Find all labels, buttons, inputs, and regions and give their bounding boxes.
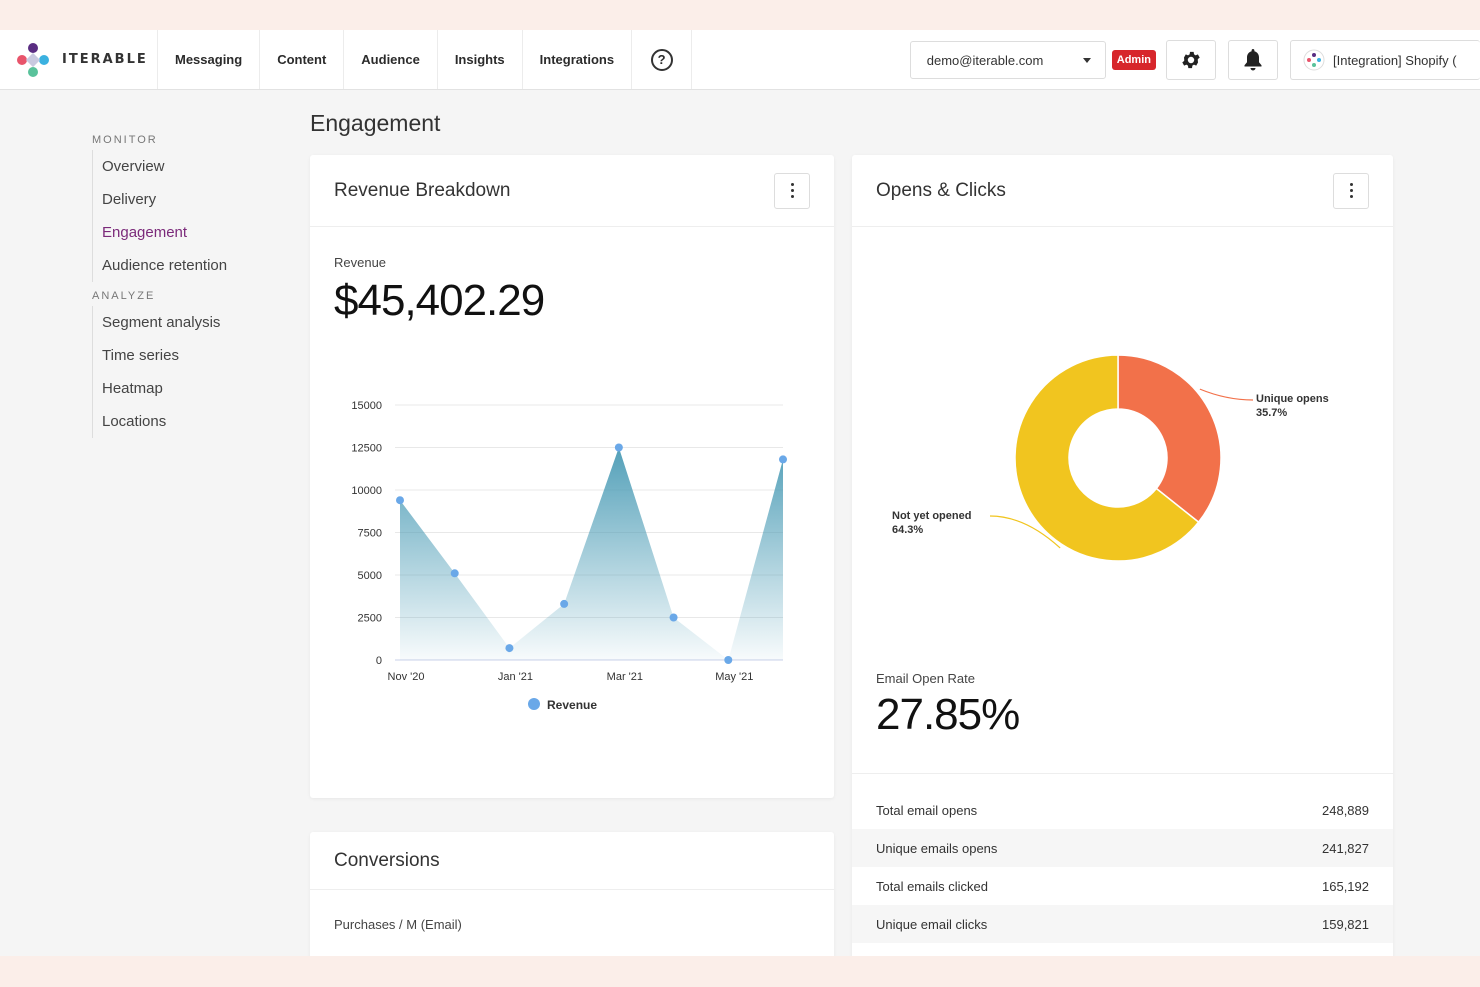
nav-right: demo@iterable.com Admin [909, 30, 1480, 90]
app-window: ITERABLE Messaging Content Audience Insi… [0, 30, 1480, 956]
stat-label: Total emails clicked [876, 878, 988, 894]
x-tick-label: Jan '21 [498, 671, 533, 683]
conversions-card: Conversions Purchases / M (Email) [310, 832, 834, 956]
gear-icon [1182, 51, 1200, 69]
donut-slice[interactable] [1117, 354, 1222, 524]
opens-clicks-card: Opens & Clicks Unique opens 35.7% Not yet … [852, 155, 1393, 956]
revenue-point[interactable] [560, 599, 569, 608]
stat-value: 165,192 [1322, 878, 1369, 894]
top-nav: ITERABLE Messaging Content Audience Insi… [0, 30, 1480, 90]
conversions-card-title: Conversions [334, 849, 440, 871]
sidebar-item-engagement[interactable]: Engagement [102, 224, 188, 241]
chevron-down-icon [1082, 57, 1091, 63]
slice-value-label: 35.7% [1256, 407, 1287, 419]
stats-row-unique-opens: Unique emails opens 241,827 [852, 829, 1393, 867]
sidebar-item-audience-retention[interactable]: Audience retention [102, 257, 228, 274]
nav-content[interactable]: Content [260, 30, 345, 89]
y-tick-label: 0 [376, 655, 382, 667]
revenue-point[interactable] [396, 496, 404, 505]
revenue-card-header: Revenue Breakdown [310, 155, 834, 227]
help-button[interactable]: ? [632, 30, 693, 89]
revenue-point[interactable] [779, 455, 787, 464]
revenue-point[interactable] [505, 644, 514, 653]
opens-stats-table: Total email opens 248,889 Unique emails … [852, 773, 1393, 943]
legend-swatch [528, 698, 540, 710]
stats-row-total-opens: Total email opens 248,889 [852, 791, 1393, 829]
slice-label: Unique opens [1256, 393, 1329, 405]
stat-label: Total email opens [876, 802, 978, 818]
y-tick-label: 5000 [358, 570, 382, 582]
x-tick-label: Nov '20 [388, 671, 425, 683]
revenue-point[interactable] [614, 443, 623, 452]
stats-row-unique-clicks: Unique email clicks 159,821 [852, 905, 1393, 943]
x-tick-label: May '21 [715, 671, 753, 683]
brand[interactable]: ITERABLE [0, 30, 158, 89]
nav-messaging[interactable]: Messaging [158, 30, 261, 89]
purchases-label: Purchases / M (Email) [334, 917, 462, 932]
sidebar-group-monitor: Overview Delivery Engagement Audience re… [92, 150, 292, 282]
opens-card-title: Opens & Clicks [876, 179, 1006, 201]
opens-donut-chart: Unique opens 35.7% Not yet opened 64.3% [892, 354, 1329, 562]
revenue-card-title: Revenue Breakdown [334, 179, 511, 201]
admin-badge: Admin [1111, 50, 1156, 70]
open-rate-value: 27.85% [876, 690, 1020, 739]
page-title: Engagement [310, 110, 441, 136]
y-tick-label: 15000 [351, 400, 382, 412]
project-select[interactable]: [Integration] Shopify ( [1290, 40, 1480, 80]
nav-audience[interactable]: Audience [344, 30, 438, 89]
slice-leader-line [989, 515, 1061, 549]
donut-slice[interactable] [1014, 354, 1200, 562]
nav-integrations[interactable]: Integrations [523, 30, 633, 89]
stats-row-total-clicked: Total emails clicked 165,192 [852, 867, 1393, 905]
sidebar-group-analyze: Segment analysis Time series Heatmap Loc… [92, 306, 292, 438]
revenue-point[interactable] [724, 656, 733, 664]
slice-value-label: 64.3% [892, 524, 923, 536]
open-rate-label: Email Open Rate [876, 671, 975, 686]
notifications-button[interactable] [1228, 40, 1278, 80]
y-tick-label: 12500 [351, 443, 382, 455]
stat-label: Unique email clicks [876, 916, 988, 932]
revenue-breakdown-card: Revenue Breakdown Revenue $45,402.29 0 25… [310, 155, 834, 798]
opens-card-header: Opens & Clicks [852, 155, 1393, 227]
sidebar-section-monitor: MONITOR [92, 134, 158, 146]
iterable-logo-icon [17, 42, 49, 77]
revenue-area [400, 447, 783, 660]
revenue-area-chart: 0 2500 5000 7500 10000 12500 15000 Nov '20 Jan '… [351, 400, 787, 712]
stat-value: 159,821 [1322, 916, 1369, 932]
y-tick-label: 10000 [351, 485, 382, 497]
sidebar-item-locations[interactable]: Locations [102, 413, 167, 430]
conversions-card-header: Conversions [310, 832, 834, 890]
opens-card-menu-button[interactable] [1333, 172, 1369, 209]
sidebar-item-overview[interactable]: Overview [102, 158, 165, 175]
sidebar-item-delivery[interactable]: Delivery [102, 191, 157, 208]
slice-label: Not yet opened [892, 510, 971, 522]
org-select[interactable]: demo@iterable.com [909, 41, 1106, 79]
revenue-card-menu-button[interactable] [774, 172, 810, 209]
org-select-value: demo@iterable.com [926, 52, 1044, 68]
sidebar-item-segment-analysis[interactable]: Segment analysis [102, 314, 221, 331]
nav-insights[interactable]: Insights [438, 30, 523, 89]
stat-value: 241,827 [1322, 840, 1369, 856]
x-tick-label: Mar '21 [607, 671, 643, 683]
settings-button[interactable] [1166, 40, 1216, 80]
sidebar-item-time-series[interactable]: Time series [102, 347, 179, 364]
sidebar: MONITOR Overview Delivery Engagement Aud… [92, 134, 292, 446]
brand-name: ITERABLE [62, 52, 148, 67]
project-select-value: [Integration] Shopify ( [1333, 52, 1457, 68]
bell-icon [1244, 49, 1262, 71]
revenue-label: Revenue [334, 255, 387, 270]
revenue-value: $45,402.29 [334, 276, 545, 325]
revenue-point[interactable] [450, 569, 459, 578]
sidebar-section-analyze: ANALYZE [92, 290, 156, 302]
legend-label: Revenue [547, 698, 597, 712]
stat-label: Unique emails opens [876, 840, 998, 856]
sidebar-item-heatmap[interactable]: Heatmap [102, 380, 163, 397]
project-logo-icon [1303, 49, 1325, 71]
y-tick-label: 2500 [358, 613, 382, 625]
slice-leader-line [1199, 388, 1254, 401]
revenue-point[interactable] [669, 613, 678, 622]
help-icon: ? [650, 48, 673, 71]
y-tick-label: 7500 [358, 528, 382, 540]
stat-value: 248,889 [1322, 802, 1369, 818]
